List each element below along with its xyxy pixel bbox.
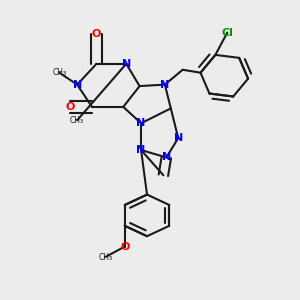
Text: O: O [65,102,74,112]
Text: CH₃: CH₃ [52,68,66,77]
Text: CH₃: CH₃ [98,253,112,262]
Text: CH₃: CH₃ [70,116,84,125]
Text: N: N [73,80,82,90]
Text: N: N [136,145,146,155]
Text: N: N [160,80,170,90]
Text: Cl: Cl [221,28,233,38]
Text: N: N [162,152,171,162]
Text: O: O [92,29,101,39]
Text: N: N [174,133,183,143]
Text: N: N [136,118,146,128]
Text: N: N [122,59,131,69]
Text: O: O [120,242,129,252]
